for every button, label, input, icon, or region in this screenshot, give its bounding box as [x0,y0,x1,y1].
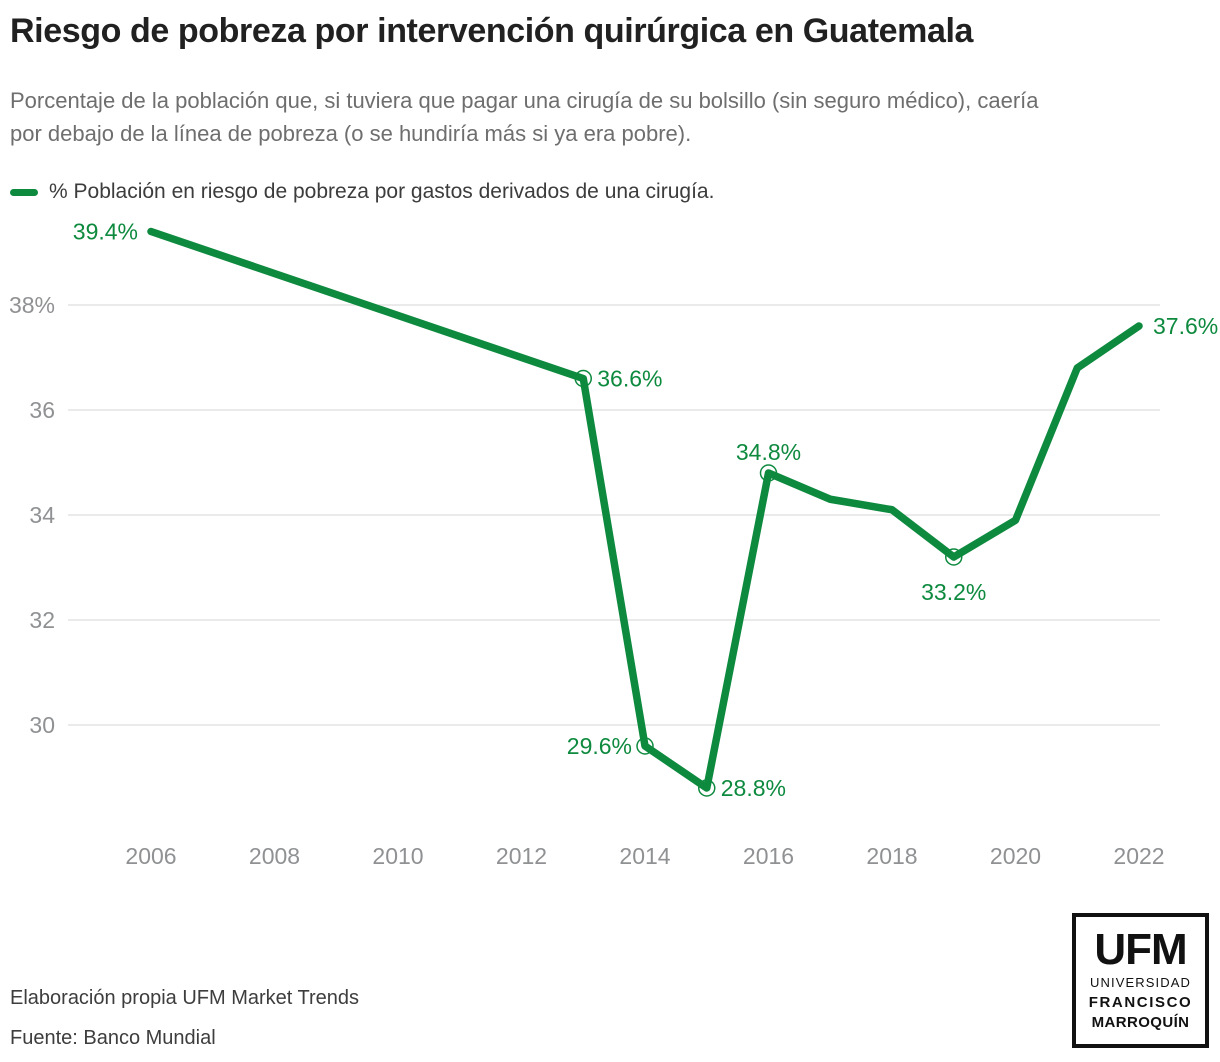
y-tick-label: 34 [29,502,55,528]
x-tick-label: 2016 [743,843,794,869]
data-point-label: 36.6% [597,366,662,392]
x-tick-label: 2008 [249,843,300,869]
y-tick-label: 38% [9,292,55,318]
x-tick-label: 2010 [372,843,423,869]
page-title: Riesgo de pobreza por intervención quirú… [10,12,974,50]
chart-subtitle: Porcentaje de la población que, si tuvie… [10,84,1210,150]
legend-label: % Población en riesgo de pobreza por gas… [49,180,715,203]
legend-line-swatch [10,188,38,196]
y-tick-label: 36 [29,397,55,423]
ufm-logo-francisco: FRANCISCO [1088,993,1193,1011]
x-tick-label: 2022 [1113,843,1164,869]
ufm-logo: UFM UNIVERSIDAD FRANCISCO MARROQUÍN [1072,913,1209,1048]
x-tick-label: 2014 [619,843,670,869]
data-point-label: 29.6% [567,733,632,759]
source-text: Fuente: Banco Mundial [10,1027,216,1049]
y-tick-label: 30 [29,712,55,738]
data-point-label: 28.8% [721,775,786,801]
data-point-label: 34.8% [736,439,801,465]
poverty-risk-line-chart: 38% 36 34 32 30 2006 2008 2010 2012 2014 2016 2018 2… [9,219,1218,870]
attribution-text: Elaboración propia UFM Market Trends [10,987,360,1009]
x-tick-label: 2012 [496,843,547,869]
data-point-label: 37.6% [1153,313,1218,339]
ufm-logo-universidad: UNIVERSIDAD [1090,974,1191,990]
chart-legend: % Población en riesgo de pobreza por gas… [10,180,714,204]
series-line [147,227,1143,792]
subtitle-line-2: por debajo de la línea de pobreza (o se … [10,121,692,146]
ufm-logo-marroquin: MARROQUÍN [1091,1013,1190,1031]
y-tick-label: 32 [29,607,55,633]
data-point-label: 39.4% [73,219,138,245]
x-tick-label: 2020 [990,843,1041,869]
ufm-logo-acronym: UFM [1094,925,1187,975]
x-tick-label: 2018 [866,843,917,869]
data-point-label: 33.2% [921,579,986,605]
x-tick-label: 2006 [125,843,176,869]
subtitle-line-1: Porcentaje de la población que, si tuvie… [10,88,1039,113]
